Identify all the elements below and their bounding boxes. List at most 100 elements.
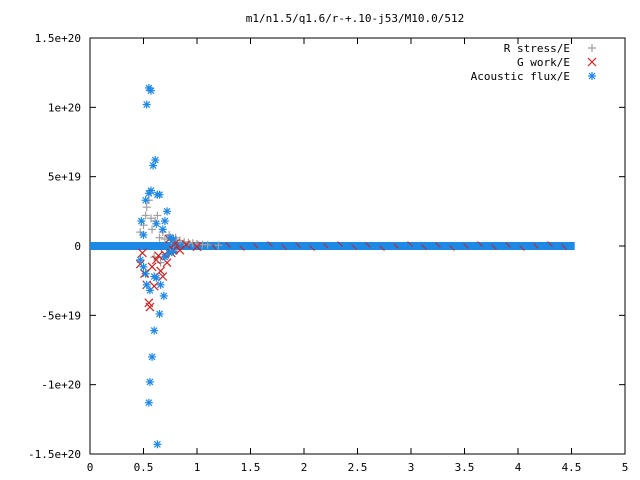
g-baseline-mark: [393, 243, 399, 249]
data-point: [142, 203, 151, 212]
data-point: [203, 240, 212, 249]
x-tick-label: 2: [301, 461, 308, 474]
data-point: [142, 100, 151, 109]
x-tick-label: 2.5: [348, 461, 368, 474]
series-group: [135, 83, 223, 449]
data-point: [148, 225, 157, 234]
x-tick-label: 3.5: [455, 461, 475, 474]
g-baseline-mark: [323, 243, 329, 249]
x-tick-label: 4: [515, 461, 522, 474]
y-tick-label: 1.5e+20: [35, 32, 81, 45]
g-baseline-mark: [505, 242, 511, 248]
data-point: [150, 326, 159, 335]
g-baseline-mark: [477, 241, 483, 247]
data-point: [192, 242, 202, 252]
data-point: [137, 217, 146, 226]
legend-label: Acoustic flux/E: [471, 70, 570, 83]
y-tick-label: 0: [74, 240, 81, 253]
data-point: [152, 219, 161, 228]
data-point: [588, 72, 596, 80]
x-tick-label: 3: [408, 461, 415, 474]
g-baseline-mark: [225, 242, 231, 248]
data-point: [588, 44, 596, 52]
x-tick-label: 1.5: [241, 461, 261, 474]
g-baseline-mark: [547, 241, 553, 247]
data-point: [160, 217, 169, 226]
data-point: [156, 266, 166, 276]
data-point: [169, 247, 178, 256]
g-baseline-mark: [281, 244, 287, 250]
data-point: [146, 214, 155, 223]
g-baseline-mark: [463, 243, 469, 249]
axis-ticks: 0 0.5 1 1.5 2 2.5 3 3.5 4 4.5 51.5e+201e+205e+190-…: [28, 32, 628, 474]
data-point: [156, 258, 165, 267]
g-baseline-mark: [267, 241, 273, 247]
legend-label: R stress/E: [504, 42, 570, 55]
g-baseline-mark: [239, 245, 245, 251]
g-baseline-mark: [295, 242, 301, 248]
data-point: [159, 291, 168, 300]
data-point: [155, 309, 164, 318]
data-point: [587, 57, 597, 67]
data-point: [145, 302, 155, 312]
data-point: [181, 240, 191, 250]
data-point: [165, 248, 174, 257]
data-point: [138, 248, 147, 258]
y-tick-label: -5e+19: [41, 309, 81, 322]
y-tick-label: 5e+19: [48, 171, 81, 184]
series-r-stress-e: [136, 196, 223, 267]
x-tick-label: 4.5: [562, 461, 582, 474]
g-baseline-mark: [365, 242, 371, 248]
data-point: [141, 269, 150, 278]
g-baseline-mark: [435, 242, 441, 248]
data-point: [151, 156, 160, 165]
chart-title: m1/n1.5/q1.6/r-+.10-j53/M10.0/512: [246, 12, 465, 25]
data-point: [153, 211, 162, 220]
x-tick-label: 0: [87, 461, 94, 474]
y-tick-label: -1e+20: [41, 379, 81, 392]
data-point: [148, 352, 157, 361]
data-point: [136, 255, 145, 264]
data-point: [160, 235, 169, 244]
data-point: [144, 398, 153, 407]
g-baseline-mark: [491, 244, 497, 250]
g-baseline-mark: [561, 244, 567, 250]
data-point: [144, 189, 153, 198]
data-point: [139, 230, 148, 239]
x-tick-label: 0.5: [134, 461, 154, 474]
series-acoustic-flux-e: [136, 83, 178, 449]
data-point: [151, 255, 161, 265]
data-point: [158, 225, 167, 234]
data-point: [152, 273, 161, 282]
data-point: [141, 196, 150, 205]
g-baseline-mark: [449, 245, 455, 251]
g-baseline-mark: [253, 243, 259, 249]
data-point: [141, 211, 150, 220]
g-baseline-mark: [379, 245, 385, 251]
data-point: [139, 262, 148, 271]
data-point: [155, 233, 164, 242]
data-point: [156, 280, 165, 289]
g-baseline-mark: [407, 241, 413, 247]
data-point: [155, 190, 164, 199]
data-point: [158, 272, 168, 281]
data-point: [175, 245, 185, 255]
y-tick-label: 1e+20: [48, 101, 81, 114]
g-baseline-mark: [309, 245, 315, 251]
data-point: [169, 235, 178, 244]
g-baseline-mark: [519, 245, 525, 251]
g-baseline-mark: [421, 244, 427, 250]
g-baseline-mark: [533, 243, 539, 249]
data-point: [145, 377, 154, 386]
acoustic-baseline-band: [90, 242, 575, 250]
data-point: [214, 241, 223, 250]
g-baseline-mark: [211, 244, 217, 250]
g-baseline-mark: [351, 244, 357, 250]
g-baseline-mark: [337, 241, 343, 247]
baseline-band: [90, 241, 575, 251]
data-point: [142, 280, 151, 289]
x-tick-label: 5: [622, 461, 629, 474]
y-tick-label: -1.5e+20: [28, 448, 81, 461]
